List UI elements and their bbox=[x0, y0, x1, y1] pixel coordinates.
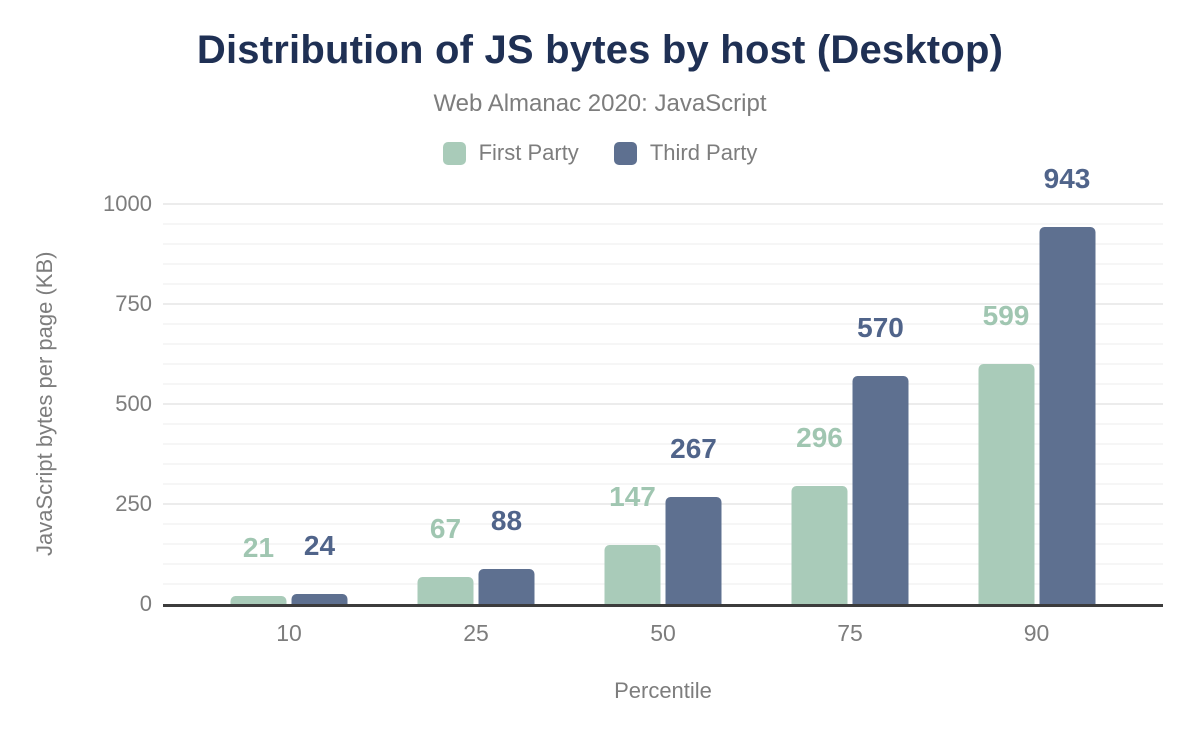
gridline-minor bbox=[163, 563, 1163, 565]
bar-third-party-p90[interactable] bbox=[1039, 226, 1095, 604]
gridline-minor bbox=[163, 483, 1163, 485]
x-axis-title: Percentile bbox=[614, 678, 712, 703]
bar-third-party-p25[interactable] bbox=[478, 568, 535, 604]
bar-value-label: 67 bbox=[429, 513, 462, 545]
bar-third-party-p10[interactable] bbox=[291, 594, 348, 604]
gridline-minor bbox=[163, 223, 1163, 225]
y-axis-ticks: 0 250 500 750 1000 bbox=[0, 191, 152, 616]
gridline-minor bbox=[163, 463, 1163, 465]
bar-first-party-p10[interactable] bbox=[230, 595, 287, 604]
y-tick-label: 750 bbox=[115, 291, 152, 316]
y-tick-label: 1000 bbox=[103, 191, 152, 216]
bar-value-label: 147 bbox=[609, 481, 656, 513]
gridline-minor bbox=[163, 323, 1163, 325]
gridline-major bbox=[163, 503, 1163, 505]
gridline-minor bbox=[163, 243, 1163, 245]
plot-area: 21 24 67 88 147 267 296 570 599 943 bbox=[163, 163, 1163, 607]
x-tick-label: 10 bbox=[276, 620, 302, 646]
gridline-minor bbox=[163, 443, 1163, 445]
gridline-minor bbox=[163, 543, 1163, 545]
bar-first-party-p75[interactable] bbox=[791, 485, 848, 604]
x-axis-ticks: 10 25 50 75 90 bbox=[163, 620, 1163, 648]
gridline-minor bbox=[163, 583, 1163, 585]
bar-value-label: 267 bbox=[670, 433, 717, 465]
bar-value-label: 21 bbox=[242, 531, 275, 563]
bar-first-party-p25[interactable] bbox=[417, 577, 474, 604]
gridline-major bbox=[163, 403, 1163, 405]
chart-title: Distribution of JS bytes by host (Deskto… bbox=[196, 28, 1004, 72]
bar-group-10: 21 24 bbox=[230, 204, 348, 604]
bar-value-label: 599 bbox=[982, 300, 1030, 332]
bar-value-label: 943 bbox=[1043, 162, 1091, 194]
gridline-minor bbox=[163, 363, 1163, 365]
gridline-major bbox=[163, 203, 1163, 205]
bar-group-25: 67 88 bbox=[417, 204, 535, 604]
bar-value-label: 88 bbox=[490, 504, 523, 536]
legend-item-third-party[interactable]: Third Party bbox=[613, 140, 758, 166]
bar-value-label: 24 bbox=[303, 530, 336, 562]
legend-swatch-first-party bbox=[442, 141, 466, 165]
gridline-minor bbox=[163, 423, 1163, 425]
gridline-minor bbox=[163, 523, 1163, 525]
bar-first-party-p90[interactable] bbox=[978, 364, 1034, 604]
x-tick-label: 75 bbox=[837, 620, 863, 646]
x-tick-label: 90 bbox=[1023, 620, 1050, 646]
gridline-minor bbox=[163, 263, 1163, 265]
bar-first-party-p50[interactable] bbox=[604, 545, 661, 604]
legend-label-first-party: First Party bbox=[478, 140, 579, 165]
legend: First Party Third Party bbox=[0, 140, 1200, 166]
legend-item-first-party[interactable]: First Party bbox=[442, 140, 579, 166]
bar-group-90: 599 943 bbox=[978, 163, 1095, 604]
bar-group-75: 296 570 bbox=[791, 204, 909, 604]
bar-value-label: 296 bbox=[796, 421, 843, 453]
gridline-minor bbox=[163, 283, 1163, 285]
legend-label-third-party: Third Party bbox=[649, 140, 758, 165]
gridline-major bbox=[163, 303, 1163, 305]
chart-subtitle: Web Almanac 2020: JavaScript bbox=[433, 90, 767, 117]
y-tick-label: 250 bbox=[115, 491, 152, 516]
bar-group-50: 147 267 bbox=[604, 204, 722, 604]
bar-third-party-p75[interactable] bbox=[852, 376, 909, 604]
bar-third-party-p50[interactable] bbox=[665, 497, 722, 604]
gridline-minor bbox=[163, 343, 1163, 345]
legend-swatch-third-party bbox=[613, 141, 637, 165]
gridline-minor bbox=[163, 383, 1163, 385]
y-tick-label: 500 bbox=[115, 391, 152, 416]
x-tick-label: 25 bbox=[463, 620, 489, 646]
x-tick-label: 50 bbox=[650, 620, 676, 646]
y-tick-label: 0 bbox=[139, 591, 152, 616]
bar-value-label: 570 bbox=[857, 312, 904, 343]
